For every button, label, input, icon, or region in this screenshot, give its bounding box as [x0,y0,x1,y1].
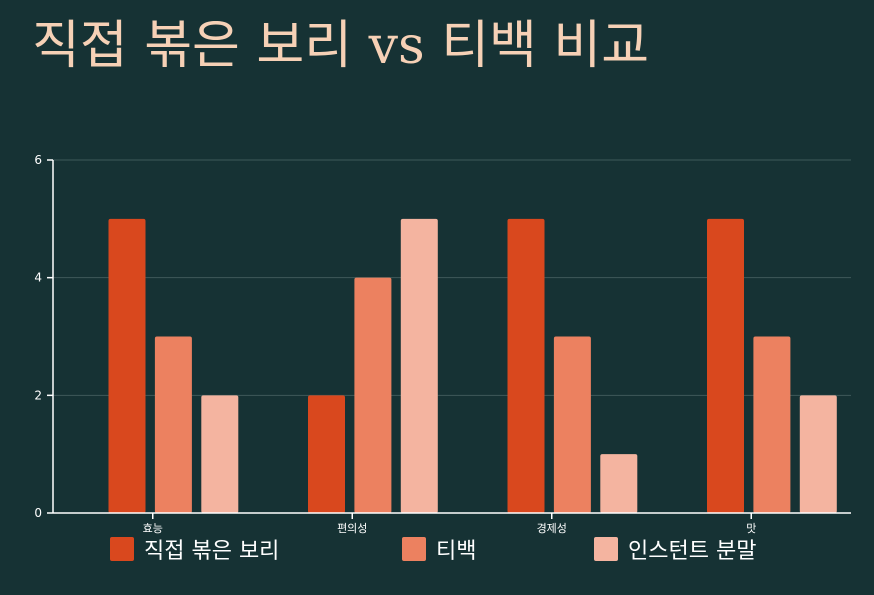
legend-swatch-direct-roasted [110,537,134,561]
y-tick-label: 0 [34,506,42,520]
x-tick-label: 편의성 [337,522,367,535]
legend-item-instant-powder[interactable]: 인스턴트 분말 [594,532,756,566]
page-title: 직접 볶은 보리 vs 티백 비교 [32,16,650,76]
y-tick-label: 2 [34,388,42,402]
axes [52,160,851,514]
x-axis-ticks: 효능 편의성 경제성 맛 [143,513,756,535]
x-tick-label: 맛 [746,522,756,535]
bar[interactable] [108,218,146,514]
legend-swatch-instant-powder [594,537,618,561]
y-tick-label: 4 [34,271,42,285]
bar[interactable] [201,395,239,513]
legend: 직접 볶은 보리 티백 인스턴트 분말 [0,532,874,568]
legend-swatch-teabag [402,537,426,561]
bar[interactable] [154,336,192,514]
bar[interactable] [400,218,438,514]
bar[interactable] [707,218,744,514]
bar[interactable] [308,395,345,513]
bar[interactable] [507,218,545,514]
bar[interactable] [600,454,638,513]
bar[interactable] [753,336,791,514]
bar[interactable] [553,336,591,514]
y-axis-ticks: 0 2 4 6 [34,153,53,520]
bars [108,218,837,514]
bar[interactable] [354,277,392,513]
legend-label-instant-powder: 인스턴트 분말 [628,539,757,564]
y-tick-label: 6 [34,153,42,167]
legend-label-direct-roasted: 직접 볶은 보리 [144,539,280,564]
bar[interactable] [799,395,837,513]
legend-item-teabag[interactable]: 티백 [402,532,476,566]
x-tick-label: 경제성 [537,522,567,535]
legend-label-teabag: 티백 [436,539,477,564]
legend-item-direct-roasted[interactable]: 직접 볶은 보리 [110,532,279,566]
x-tick-label: 효능 [143,522,163,535]
